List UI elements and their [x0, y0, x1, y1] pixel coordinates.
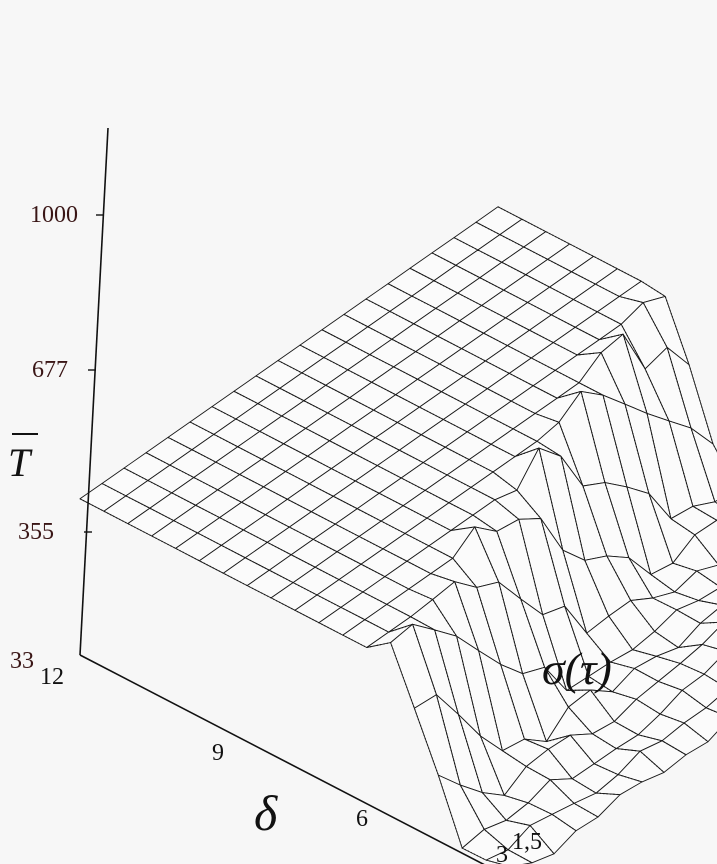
- delta-tick-label-3: 3: [496, 842, 508, 864]
- surface-row-line: [123, 467, 555, 855]
- z-tick-label-1000: 1000: [30, 202, 78, 228]
- delta-tick-label-6: 6: [356, 806, 368, 832]
- sigma-axis-title: σ(τ): [542, 643, 612, 694]
- surface-row-line: [453, 237, 717, 522]
- delta-axis-line: [79, 654, 485, 864]
- z-axis-title: T: [8, 440, 33, 485]
- surface-row-line: [321, 329, 717, 683]
- z-tick-label-355: 355: [18, 519, 54, 545]
- surface-row-line: [409, 267, 717, 586]
- surface-patch: [485, 849, 533, 864]
- surface-row-line: [101, 483, 533, 864]
- surface-row-line: [211, 406, 643, 783]
- delta-axis-title: δ: [254, 785, 278, 841]
- surface-mesh: [79, 206, 717, 864]
- surface-row-line: [387, 283, 717, 605]
- surface-row-line: [277, 360, 709, 743]
- surface-row-line: [79, 498, 503, 864]
- z-tick-label-33: 33: [10, 648, 34, 674]
- surface-row-line: [255, 375, 687, 756]
- axis-labels: 1000 677 355 33 T 12 9 6 3 δ 1,5 σ(τ): [8, 202, 612, 864]
- delta-tick-label-12: 12: [40, 664, 64, 690]
- z-axis-line: [79, 127, 109, 656]
- z-tick-label-677: 677: [32, 357, 68, 383]
- sigma-tick-label: 1,5: [512, 829, 542, 855]
- surface-row-line: [189, 421, 621, 796]
- surface-row-line: [167, 436, 599, 818]
- surface-row-line: [233, 390, 665, 773]
- axes: [79, 127, 485, 864]
- surface-row-line: [299, 344, 717, 713]
- surface-patch: [703, 660, 717, 683]
- delta-tick-label-9: 9: [212, 740, 224, 766]
- surface-row-line: [145, 452, 577, 832]
